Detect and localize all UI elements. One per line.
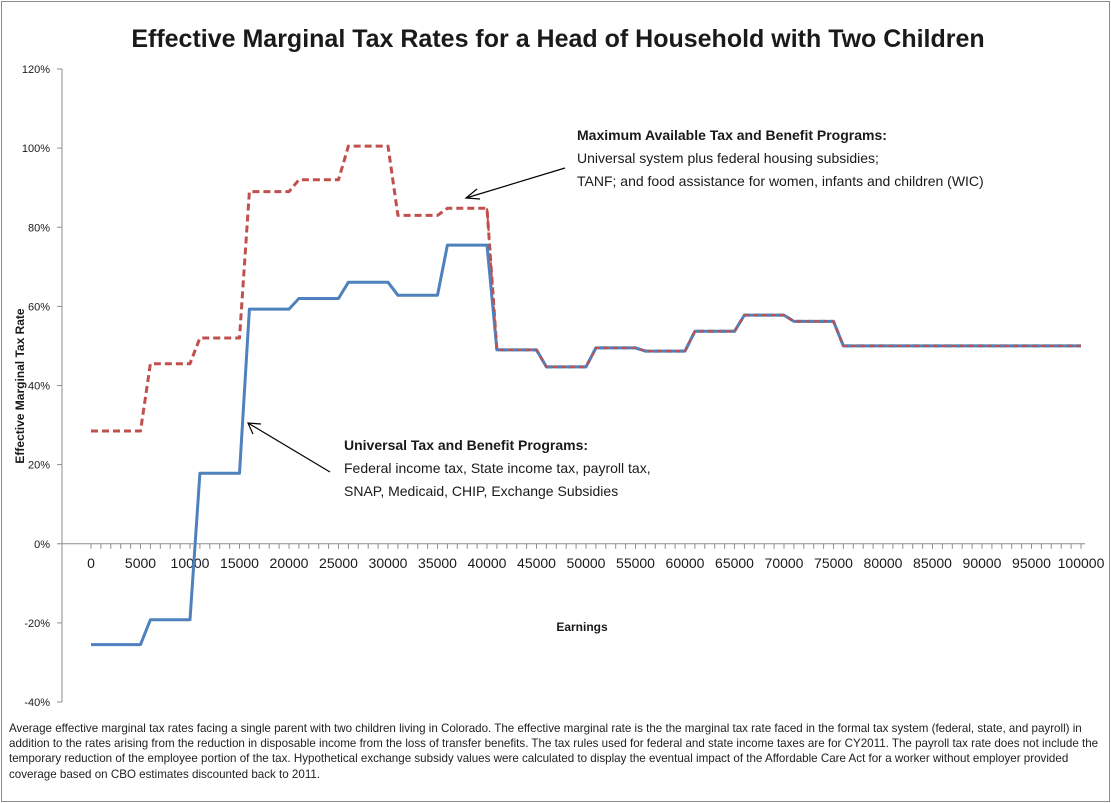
x-axis-label: Earnings [556,620,608,634]
x-tick-label: 100000 [1058,555,1105,571]
series-max-available-line [91,144,1081,433]
x-tick-label: 85000 [913,555,952,571]
x-tick-label: 45000 [517,555,556,571]
x-tick-label: 80000 [864,555,903,571]
x-tick-label: 35000 [418,555,457,571]
y-tick-label: -20% [24,618,50,630]
y-tick-label: 40% [28,381,50,393]
x-axis: 0 5000 10000 15000 20000 25000 30000 35000 40000… [62,543,1105,571]
annotation-max-line-2: TANF; and food assistance for women, inf… [577,173,984,189]
y-tick-label: -40% [24,697,50,709]
x-tick-label: 75000 [814,555,853,571]
annotation-max-arrowhead [464,188,481,200]
x-tick-label: 5000 [125,555,156,571]
x-tick-label: 65000 [715,555,754,571]
series-layer [91,144,1081,647]
y-tick-label: 80% [28,222,50,234]
annotation-max-line-1: Universal system plus federal housing su… [577,150,879,166]
chart-caption: Average effective marginal tax rates fac… [9,722,1099,781]
annotation-universal-line-1: Federal income tax, State income tax, pa… [344,460,651,476]
annotation-universal-line-2: SNAP, Medicaid, CHIP, Exchange Subsidies [344,483,618,499]
series-max-available-overlay [486,208,1081,368]
annotation-max-arrow [465,167,566,199]
annotation-universal-arrow [247,422,331,473]
x-tick-label: 40000 [468,555,507,571]
annotation-max-title: Maximum Available Tax and Benefit Progra… [577,127,887,143]
annotation-universal-arrowhead [247,422,262,435]
x-tick-label: 70000 [765,555,804,571]
x-tick-label: 15000 [220,555,259,571]
annotation-max-available: Maximum Available Tax and Benefit Progra… [464,127,984,200]
x-tick-label: 90000 [963,555,1002,571]
y-tick-label: 120% [22,64,50,76]
x-tick-label: 25000 [319,555,358,571]
y-axis: -40% -20% 0% 20% 40% 60% 80% 100% 120% [22,64,63,709]
line-chart: Effective Marginal Tax Rates for a Head … [13,25,1105,709]
x-tick-label: 50000 [567,555,606,571]
x-tick-label: 30000 [369,555,408,571]
chart-title: Effective Marginal Tax Rates for a Head … [131,25,984,53]
x-tick-label: 55000 [616,555,655,571]
series-universal-line [91,243,1081,647]
annotation-universal-title: Universal Tax and Benefit Programs: [344,437,588,453]
y-tick-label: 0% [34,539,50,551]
annotation-universal: Universal Tax and Benefit Programs: Fede… [247,422,651,499]
x-tick-label: 10000 [171,555,210,571]
y-axis-label: Effective Marginal Tax Rate [13,308,27,463]
x-tick-label: 95000 [1012,555,1051,571]
y-tick-label: 60% [28,301,50,313]
x-tick-label: 60000 [666,555,705,571]
x-tick-label: 20000 [270,555,309,571]
y-tick-label: 20% [28,460,50,472]
x-tick-label: 0 [87,555,95,571]
y-tick-label: 100% [22,143,50,155]
